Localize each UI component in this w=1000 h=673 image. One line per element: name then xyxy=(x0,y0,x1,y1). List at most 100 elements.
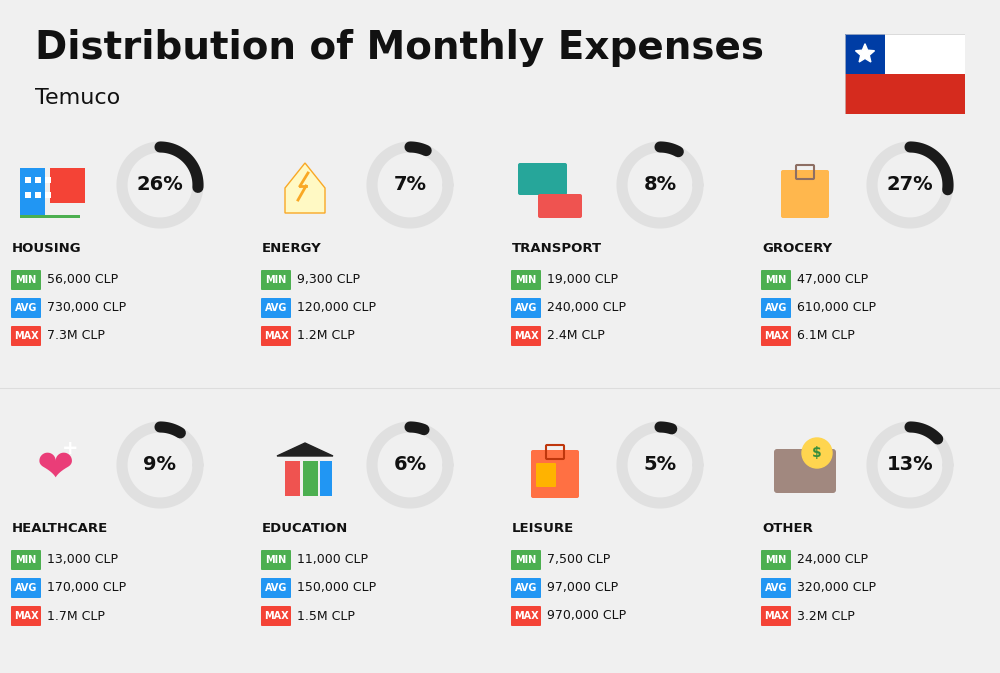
FancyBboxPatch shape xyxy=(761,298,791,318)
FancyBboxPatch shape xyxy=(11,550,41,570)
Text: 7,500 CLP: 7,500 CLP xyxy=(547,553,610,567)
Text: MIN: MIN xyxy=(15,555,37,565)
Text: 26%: 26% xyxy=(137,176,183,194)
FancyBboxPatch shape xyxy=(511,550,541,570)
Polygon shape xyxy=(277,443,333,456)
Text: +: + xyxy=(62,439,78,458)
FancyBboxPatch shape xyxy=(50,168,85,203)
Text: Temuco: Temuco xyxy=(35,88,120,108)
Text: MAX: MAX xyxy=(14,611,38,621)
Text: 1.5M CLP: 1.5M CLP xyxy=(297,610,355,623)
Text: MAX: MAX xyxy=(514,611,538,621)
Text: 27%: 27% xyxy=(887,176,933,194)
Text: OTHER: OTHER xyxy=(762,522,813,534)
FancyBboxPatch shape xyxy=(285,461,300,496)
Text: 9,300 CLP: 9,300 CLP xyxy=(297,273,360,287)
Text: MIN: MIN xyxy=(265,275,287,285)
FancyBboxPatch shape xyxy=(531,450,579,498)
Text: 47,000 CLP: 47,000 CLP xyxy=(797,273,868,287)
FancyBboxPatch shape xyxy=(261,606,291,626)
FancyBboxPatch shape xyxy=(511,270,541,290)
Text: ENERGY: ENERGY xyxy=(262,242,322,254)
Text: 1.7M CLP: 1.7M CLP xyxy=(47,610,105,623)
Polygon shape xyxy=(285,163,325,213)
FancyBboxPatch shape xyxy=(511,298,541,318)
FancyBboxPatch shape xyxy=(35,177,41,183)
Text: 13%: 13% xyxy=(887,456,933,474)
Text: 13,000 CLP: 13,000 CLP xyxy=(47,553,118,567)
Text: 11,000 CLP: 11,000 CLP xyxy=(297,553,368,567)
Text: 240,000 CLP: 240,000 CLP xyxy=(547,302,626,314)
FancyBboxPatch shape xyxy=(761,578,791,598)
Text: 1.2M CLP: 1.2M CLP xyxy=(297,330,355,343)
Text: TRANSPORT: TRANSPORT xyxy=(512,242,602,254)
Text: AVG: AVG xyxy=(265,583,287,593)
Text: MAX: MAX xyxy=(264,331,288,341)
Text: AVG: AVG xyxy=(765,583,787,593)
Text: 150,000 CLP: 150,000 CLP xyxy=(297,581,376,594)
Text: MIN: MIN xyxy=(765,275,787,285)
Text: 7.3M CLP: 7.3M CLP xyxy=(47,330,105,343)
Text: MIN: MIN xyxy=(15,275,37,285)
FancyBboxPatch shape xyxy=(536,463,556,487)
FancyBboxPatch shape xyxy=(11,578,41,598)
Text: MAX: MAX xyxy=(514,331,538,341)
FancyBboxPatch shape xyxy=(261,550,291,570)
Text: MAX: MAX xyxy=(14,331,38,341)
FancyBboxPatch shape xyxy=(761,606,791,626)
Text: 9%: 9% xyxy=(144,456,176,474)
FancyBboxPatch shape xyxy=(774,449,836,493)
FancyBboxPatch shape xyxy=(761,550,791,570)
Text: 6%: 6% xyxy=(393,456,427,474)
FancyBboxPatch shape xyxy=(45,192,51,198)
FancyBboxPatch shape xyxy=(25,177,31,183)
Text: 5%: 5% xyxy=(643,456,677,474)
Text: 97,000 CLP: 97,000 CLP xyxy=(547,581,618,594)
FancyBboxPatch shape xyxy=(25,192,31,198)
Text: LEISURE: LEISURE xyxy=(512,522,574,534)
FancyBboxPatch shape xyxy=(845,74,965,114)
Text: AVG: AVG xyxy=(15,303,37,313)
FancyBboxPatch shape xyxy=(11,326,41,346)
Text: HOUSING: HOUSING xyxy=(12,242,82,254)
FancyBboxPatch shape xyxy=(261,298,291,318)
FancyBboxPatch shape xyxy=(261,326,291,346)
Text: 56,000 CLP: 56,000 CLP xyxy=(47,273,118,287)
Text: 8%: 8% xyxy=(643,176,677,194)
Text: MIN: MIN xyxy=(515,555,537,565)
Text: 610,000 CLP: 610,000 CLP xyxy=(797,302,876,314)
Text: MIN: MIN xyxy=(515,275,537,285)
Text: 120,000 CLP: 120,000 CLP xyxy=(297,302,376,314)
FancyBboxPatch shape xyxy=(11,298,41,318)
Text: GROCERY: GROCERY xyxy=(762,242,832,254)
FancyBboxPatch shape xyxy=(511,606,541,626)
Text: EDUCATION: EDUCATION xyxy=(262,522,348,534)
Text: Distribution of Monthly Expenses: Distribution of Monthly Expenses xyxy=(35,29,764,67)
Text: 2.4M CLP: 2.4M CLP xyxy=(547,330,605,343)
Text: 970,000 CLP: 970,000 CLP xyxy=(547,610,626,623)
FancyBboxPatch shape xyxy=(781,170,829,218)
FancyBboxPatch shape xyxy=(845,34,965,74)
Text: 3.2M CLP: 3.2M CLP xyxy=(797,610,855,623)
Text: MAX: MAX xyxy=(264,611,288,621)
FancyBboxPatch shape xyxy=(11,606,41,626)
FancyBboxPatch shape xyxy=(261,578,291,598)
Text: 320,000 CLP: 320,000 CLP xyxy=(797,581,876,594)
Polygon shape xyxy=(855,44,875,62)
FancyBboxPatch shape xyxy=(20,168,45,218)
FancyBboxPatch shape xyxy=(511,326,541,346)
Circle shape xyxy=(802,438,832,468)
FancyBboxPatch shape xyxy=(35,192,41,198)
Text: 730,000 CLP: 730,000 CLP xyxy=(47,302,126,314)
Text: MAX: MAX xyxy=(764,611,788,621)
Text: 19,000 CLP: 19,000 CLP xyxy=(547,273,618,287)
Text: MIN: MIN xyxy=(765,555,787,565)
Text: $: $ xyxy=(812,446,822,460)
FancyBboxPatch shape xyxy=(761,270,791,290)
FancyBboxPatch shape xyxy=(518,163,567,195)
Text: 170,000 CLP: 170,000 CLP xyxy=(47,581,126,594)
FancyBboxPatch shape xyxy=(538,194,582,218)
FancyBboxPatch shape xyxy=(320,461,332,496)
Text: AVG: AVG xyxy=(515,303,537,313)
Text: AVG: AVG xyxy=(265,303,287,313)
